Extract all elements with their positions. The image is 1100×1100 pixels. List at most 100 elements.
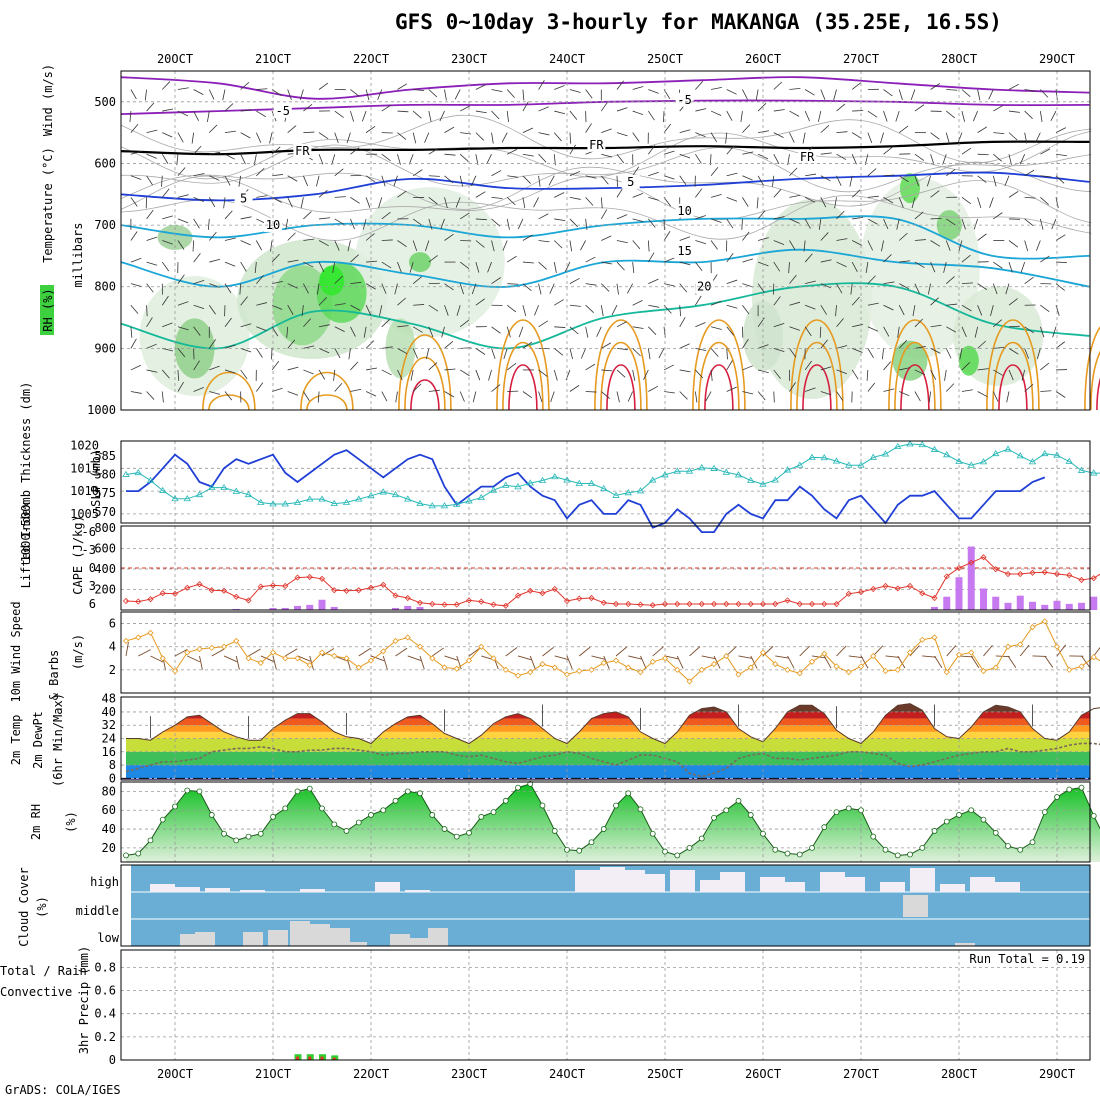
wind-barb bbox=[851, 261, 858, 272]
wind-barb bbox=[1055, 127, 1067, 133]
wind-barb bbox=[961, 389, 973, 392]
wind-barb bbox=[254, 262, 257, 274]
lifted-marker bbox=[551, 585, 558, 593]
thickness-marker bbox=[208, 483, 216, 490]
wind-barb bbox=[616, 321, 627, 328]
thickness-marker bbox=[1053, 451, 1061, 458]
wind-barb bbox=[491, 89, 503, 92]
wind-barb bbox=[459, 212, 470, 220]
wind-barb bbox=[348, 348, 351, 360]
wind-barb bbox=[663, 150, 675, 155]
wind-barb bbox=[361, 110, 367, 122]
wind-barb bbox=[663, 257, 675, 263]
wind-barb bbox=[820, 339, 828, 349]
wind-barb bbox=[912, 305, 916, 317]
rh-marker bbox=[956, 812, 962, 818]
wind-barb bbox=[146, 317, 153, 328]
wind-barb bbox=[350, 147, 360, 155]
lifted-tick: 0 bbox=[89, 561, 96, 575]
wind-barb bbox=[193, 304, 205, 309]
wind-barb bbox=[287, 283, 298, 289]
wind-barb bbox=[522, 153, 534, 157]
wind-barb bbox=[1040, 197, 1049, 205]
wind-barb bbox=[301, 305, 304, 317]
thickness-marker bbox=[967, 461, 975, 468]
wind-barb bbox=[632, 348, 641, 357]
lifted-marker bbox=[661, 600, 669, 608]
wind10m-barb bbox=[382, 655, 388, 670]
wind-barb bbox=[193, 280, 205, 285]
wind-barb bbox=[773, 323, 785, 328]
wind-barb bbox=[580, 240, 586, 251]
wind-barb bbox=[240, 240, 251, 246]
thickness-marker bbox=[330, 499, 338, 507]
wind-barb bbox=[1039, 326, 1045, 338]
warm-contour bbox=[1090, 350, 1100, 411]
thickness-marker bbox=[575, 479, 583, 486]
cape-bar bbox=[1016, 595, 1024, 610]
wind-barb bbox=[773, 216, 785, 220]
wind-barb bbox=[412, 110, 422, 119]
wind-barb bbox=[1036, 348, 1041, 360]
cape-bar bbox=[392, 607, 399, 610]
wind10m-marker bbox=[576, 667, 583, 675]
thickness-marker bbox=[465, 497, 473, 504]
cloud-high bbox=[760, 877, 785, 892]
wind-barb bbox=[303, 369, 314, 375]
wind10m-marker bbox=[808, 658, 816, 665]
rh-shade bbox=[892, 340, 928, 381]
wind-barb bbox=[658, 348, 665, 359]
thickness-marker bbox=[551, 473, 559, 480]
wind10m-marker bbox=[416, 643, 424, 650]
wind-barb bbox=[347, 240, 351, 252]
wind-barb bbox=[459, 391, 465, 402]
rh-marker bbox=[723, 807, 730, 814]
wind-barb bbox=[346, 132, 351, 144]
wind-barb bbox=[397, 132, 407, 140]
wind10m-marker bbox=[1090, 654, 1097, 661]
wind-barb bbox=[726, 386, 737, 392]
rh-marker bbox=[613, 802, 619, 809]
thickness-marker bbox=[1041, 449, 1049, 457]
wind-barb bbox=[911, 197, 916, 209]
wind-barb bbox=[177, 132, 184, 143]
wind-barb bbox=[303, 175, 309, 187]
contour-label: 5 bbox=[627, 175, 634, 189]
wind-barb bbox=[271, 304, 283, 310]
wind-barb bbox=[616, 369, 626, 378]
wind-barb bbox=[318, 324, 330, 328]
isotherm-1 bbox=[121, 99, 1090, 115]
wind-barb bbox=[518, 326, 524, 338]
cloud-low bbox=[330, 928, 350, 946]
thickness-marker bbox=[489, 486, 498, 493]
temp-band-below-zero bbox=[121, 778, 1090, 780]
rh-marker bbox=[368, 812, 374, 818]
wind-barb bbox=[632, 132, 640, 142]
rh-shade bbox=[157, 224, 193, 250]
lifted-marker bbox=[441, 601, 448, 608]
thickness-marker bbox=[698, 464, 706, 471]
rh-marker bbox=[1029, 839, 1036, 846]
wind-barb bbox=[412, 326, 423, 333]
thickness-marker bbox=[673, 467, 681, 474]
lifted-tick: 6 bbox=[89, 597, 96, 611]
wind-barb bbox=[679, 283, 688, 293]
wind-barb bbox=[755, 89, 759, 101]
wind-barb bbox=[820, 232, 829, 241]
thickness-marker bbox=[894, 442, 902, 449]
wind-barb bbox=[880, 132, 884, 144]
wind-barb bbox=[601, 342, 612, 349]
rh-marker bbox=[221, 830, 227, 837]
wind-barb bbox=[726, 304, 738, 309]
cloud-middle bbox=[903, 895, 928, 917]
wind10m-barb bbox=[848, 655, 863, 659]
wind-barb bbox=[1024, 383, 1034, 392]
lifted-tick: -3 bbox=[82, 543, 96, 557]
wind-barb bbox=[695, 132, 706, 138]
wind-barb bbox=[412, 276, 422, 284]
wind-barb bbox=[867, 218, 878, 225]
wind-barb bbox=[501, 132, 508, 143]
wind-barb bbox=[679, 343, 690, 349]
wind-barb bbox=[726, 252, 734, 263]
wind-barb bbox=[867, 348, 874, 358]
